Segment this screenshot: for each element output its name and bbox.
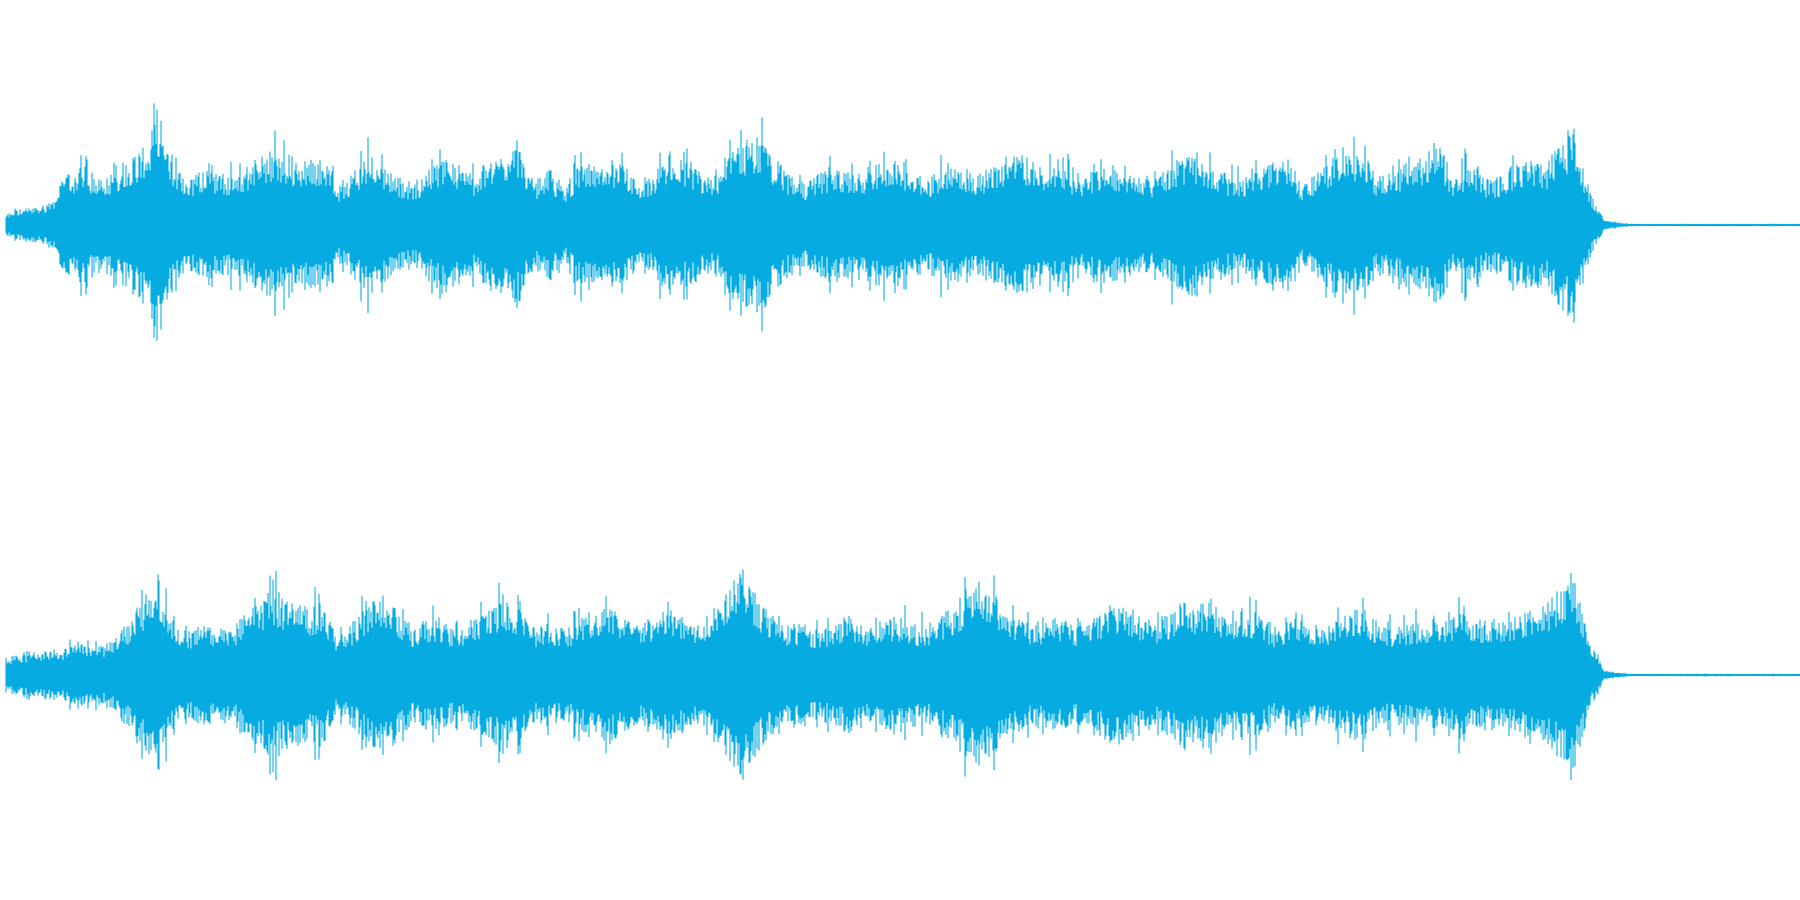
waveform-channel-left (5, 103, 1800, 341)
waveform-body-left (6, 169, 1800, 281)
waveform-body-right (6, 614, 1800, 736)
waveform-channel-right (5, 569, 1800, 781)
